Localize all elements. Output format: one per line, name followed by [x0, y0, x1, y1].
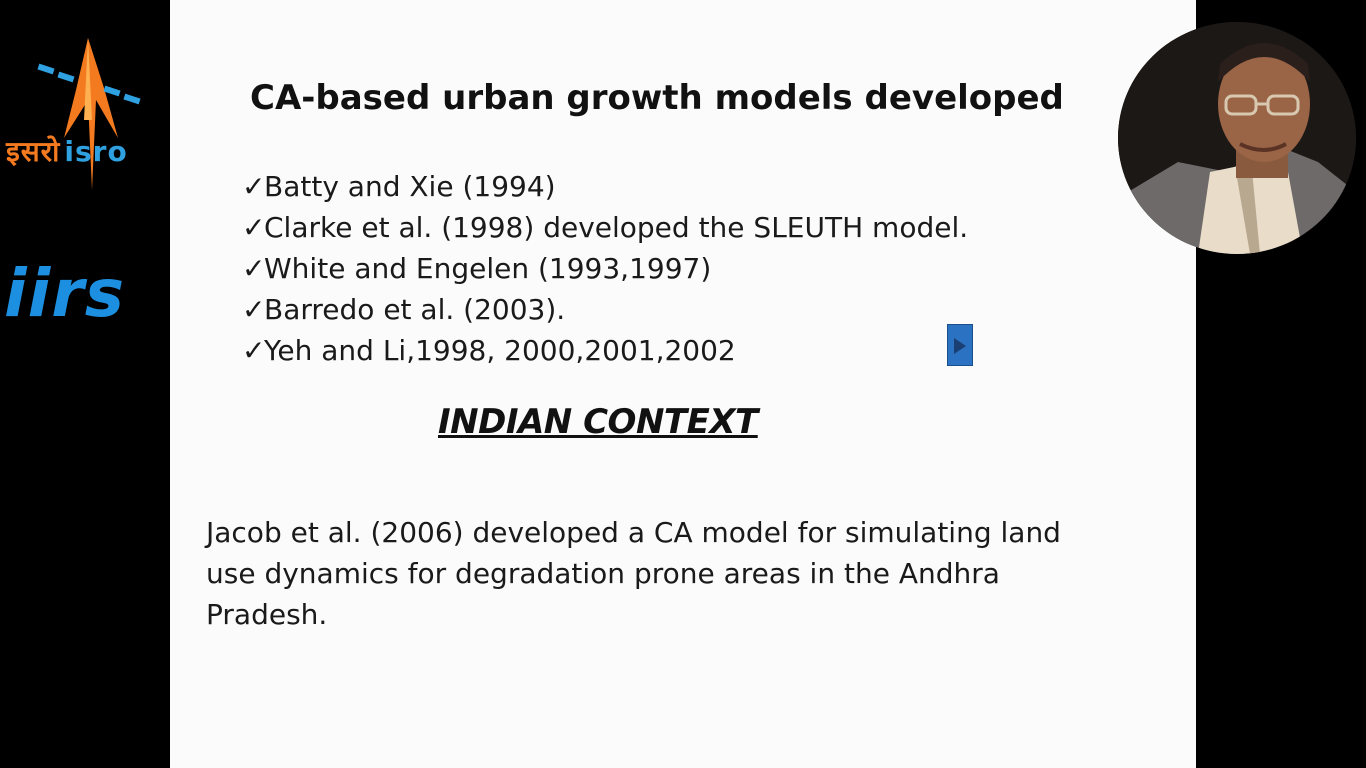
section-heading: INDIAN CONTEXT	[438, 402, 758, 442]
slide-title: CA-based urban growth models developed	[250, 78, 1064, 118]
isro-wordmark: इसरो isro	[6, 132, 128, 170]
check-icon: ✓	[242, 170, 266, 203]
iirs-logo: iirs	[4, 255, 126, 332]
presentation-slide: CA-based urban growth models developed ✓…	[170, 0, 1196, 768]
check-icon: ✓	[242, 293, 266, 326]
check-icon: ✓	[242, 334, 266, 367]
reference-list: ✓Batty and Xie (1994) ✓Clarke et al. (19…	[242, 166, 968, 371]
list-item: ✓Clarke et al. (1998) developed the SLEU…	[242, 207, 968, 248]
isro-english-text: isro	[64, 135, 128, 168]
list-item: ✓Barredo et al. (2003).	[242, 289, 968, 330]
presenter-video-icon	[1118, 22, 1356, 254]
list-item-text: Barredo et al. (2003).	[264, 293, 566, 326]
list-item: ✓White and Engelen (1993,1997)	[242, 248, 968, 289]
isro-rocket-icon	[37, 38, 141, 190]
list-item-text: Clarke et al. (1998) developed the SLEUT…	[264, 211, 969, 244]
list-item-text: White and Engelen (1993,1997)	[264, 252, 712, 285]
check-icon: ✓	[242, 252, 266, 285]
play-forward-icon[interactable]	[947, 324, 973, 366]
check-icon: ✓	[242, 211, 266, 244]
list-item-text: Batty and Xie (1994)	[264, 170, 556, 203]
triangle-right-icon	[954, 338, 966, 354]
body-paragraph: Jacob et al. (2006) developed a CA model…	[206, 516, 1061, 631]
list-item-text: Yeh and Li,1998, 2000,2001,2002	[264, 334, 736, 367]
list-item: ✓Batty and Xie (1994)	[242, 166, 968, 207]
isro-hindi-text: इसरो	[6, 135, 61, 168]
list-item: ✓Yeh and Li,1998, 2000,2001,2002	[242, 330, 968, 371]
left-logo-panel: इसरो isro iirs	[0, 0, 170, 768]
